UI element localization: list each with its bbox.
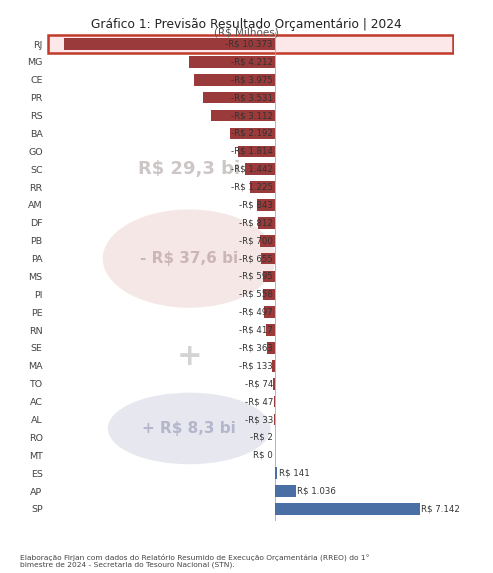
Text: -R$ 655: -R$ 655 [239,254,273,263]
Text: R$ 1.036: R$ 1.036 [297,486,336,496]
Text: -R$ 2: -R$ 2 [250,433,273,442]
Text: R$ 141: R$ 141 [279,469,310,478]
Bar [238,146,275,157]
Bar [274,414,275,425]
Bar [194,74,275,85]
Bar [211,110,275,121]
Text: -R$ 812: -R$ 812 [239,218,273,227]
Text: -R$ 1.814: -R$ 1.814 [231,147,273,156]
Text: -R$ 700: -R$ 700 [239,236,273,245]
Ellipse shape [108,393,271,464]
Bar [249,181,275,193]
Bar [273,378,275,390]
Bar [189,56,275,68]
Bar [203,92,275,104]
Text: -R$ 4.212: -R$ 4.212 [231,57,273,66]
Bar [262,270,275,282]
Bar [266,324,275,336]
Text: -R$ 497: -R$ 497 [239,308,273,317]
Bar [272,360,275,372]
Bar [64,38,275,50]
Text: R$ 7.142: R$ 7.142 [422,504,460,513]
Text: -R$ 1.225: -R$ 1.225 [231,183,273,191]
Text: -R$ 595: -R$ 595 [239,272,273,281]
Bar [246,163,275,175]
Bar [267,342,275,354]
Text: -R$ 363: -R$ 363 [239,343,273,352]
Text: R$ 29,3 bi: R$ 29,3 bi [138,160,240,178]
Text: -R$ 843: -R$ 843 [239,201,273,210]
Bar [260,235,275,246]
Ellipse shape [103,209,276,308]
Text: -R$ 1.442: -R$ 1.442 [231,164,273,174]
Text: -R$ 3.975: -R$ 3.975 [231,75,273,84]
Text: -R$ 74: -R$ 74 [245,379,273,388]
Text: +: + [176,343,202,371]
Bar [263,289,275,300]
Text: Gráfico 1: Previsão Resultado Orçamentário | 2024: Gráfico 1: Previsão Resultado Orçamentár… [91,18,402,32]
Text: -R$ 3.531: -R$ 3.531 [231,93,273,102]
Text: -R$ 33: -R$ 33 [245,415,273,424]
Bar [257,199,275,211]
Bar [274,396,275,407]
Text: -R$ 133: -R$ 133 [239,362,273,370]
Text: (R$ Milhões): (R$ Milhões) [214,28,279,37]
Text: -R$ 2.192: -R$ 2.192 [231,129,273,138]
Text: -R$ 417: -R$ 417 [239,325,273,335]
Text: -R$ 10.373: -R$ 10.373 [225,40,273,49]
FancyBboxPatch shape [48,36,453,53]
Bar [275,468,278,479]
Text: -R$ 3.112: -R$ 3.112 [231,111,273,120]
Text: Elaboração Firjan com dados do Relatório Resumido de Execução Orçamentária (RREO: Elaboração Firjan com dados do Relatório… [20,554,369,568]
Bar [230,128,275,139]
Bar [261,253,275,264]
Text: R$ 0: R$ 0 [253,451,273,460]
Text: - R$ 37,6 bi: - R$ 37,6 bi [140,251,238,266]
Text: -R$ 47: -R$ 47 [245,397,273,406]
Text: -R$ 558: -R$ 558 [239,290,273,299]
Bar [258,217,275,229]
Bar [275,503,420,515]
Bar [264,307,275,318]
Bar [275,485,296,497]
Text: + R$ 8,3 bi: + R$ 8,3 bi [142,421,236,436]
